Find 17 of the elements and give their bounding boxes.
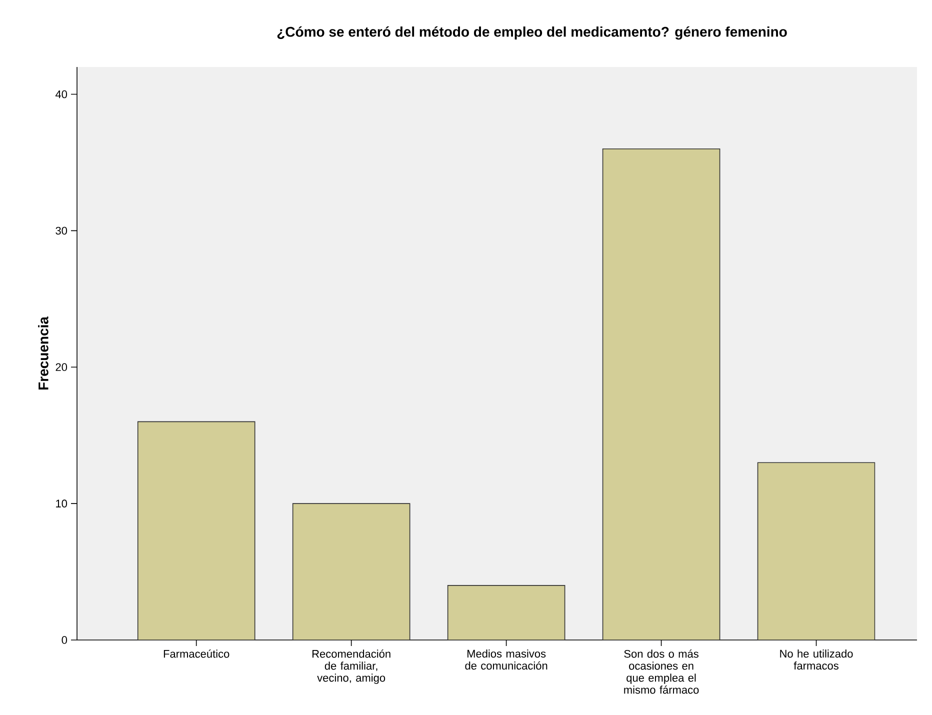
chart-title: ¿Cómo se enteró del método de empleo del medicamento? género femenino	[277, 26, 787, 40]
x-tick-label: Recomendación de familiar, vecino, amigo	[312, 650, 390, 684]
bar	[447, 585, 566, 640]
x-tick-label: Son dos o más ocasiones en que emplea el mismo fármaco	[624, 650, 699, 694]
y-tick-label: 10	[56, 500, 68, 508]
bar	[137, 421, 256, 640]
y-tick-label: 20	[56, 363, 68, 372]
bar	[292, 503, 410, 640]
y-tick-label: 0	[62, 636, 68, 644]
x-tick-label: Farmaceútico	[164, 650, 230, 658]
y-tick-label: 30	[56, 226, 68, 235]
x-tick-label: No he utilizado farmacos	[780, 650, 853, 670]
x-tick-label: Medios masivos de comunicación	[465, 650, 548, 670]
bar	[602, 148, 720, 640]
y-axis-title: Frecuencia	[38, 316, 48, 390]
bar	[757, 462, 876, 640]
y-tick-label: 40	[55, 90, 68, 98]
